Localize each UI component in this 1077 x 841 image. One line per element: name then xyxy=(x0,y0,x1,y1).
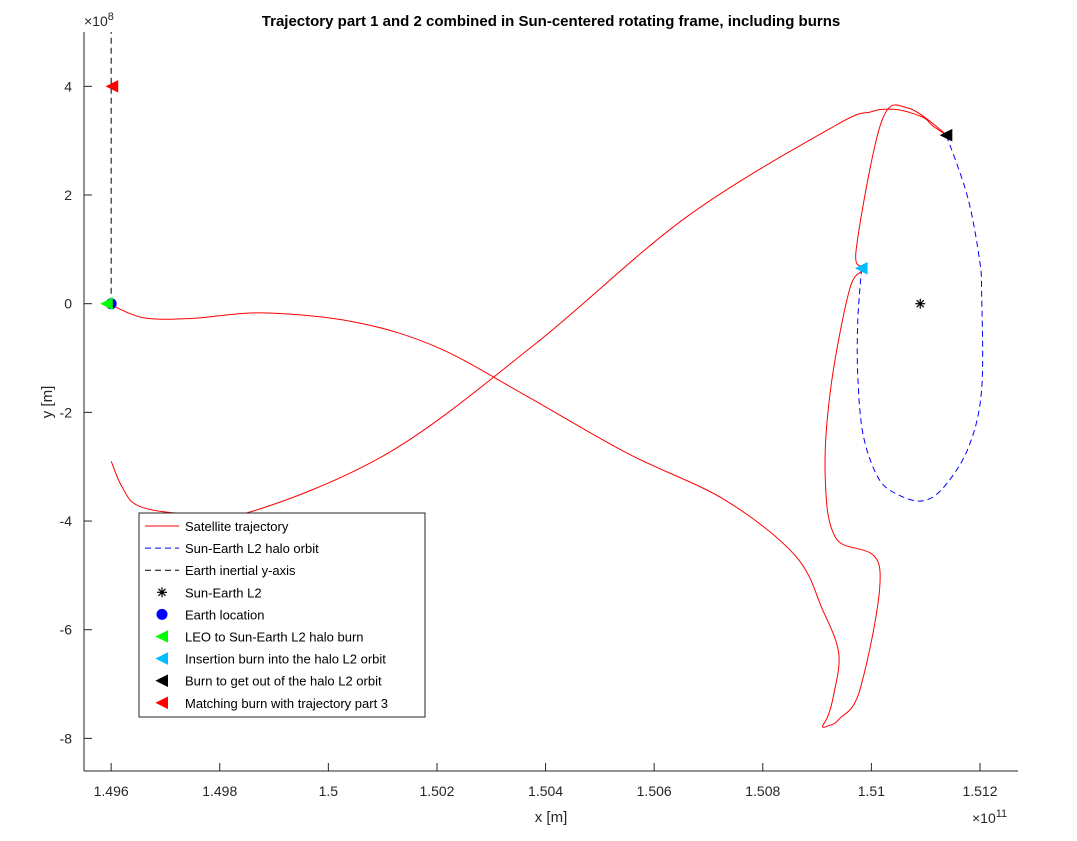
legend-label: Burn to get out of the halo L2 orbit xyxy=(185,674,382,689)
x-tick-label: 1.51 xyxy=(858,783,885,799)
y-tick-label: 4 xyxy=(64,78,72,94)
matching-burn-marker xyxy=(105,80,119,93)
x-axis-exponent: ×1011 xyxy=(972,808,1007,826)
x-tick-label: 1.512 xyxy=(962,783,997,799)
exit-halo-burn-marker xyxy=(939,128,953,142)
sun-earth-l2-marker xyxy=(915,298,926,309)
y-tick-label: 2 xyxy=(64,187,72,203)
y-tick-label: -4 xyxy=(60,513,73,529)
x-tick-label: 1.506 xyxy=(637,783,672,799)
x-tick-label: 1.498 xyxy=(202,783,237,799)
x-axis-label: x [m] xyxy=(535,809,568,826)
y-tick-label: 0 xyxy=(64,296,72,312)
y-tick-label: -8 xyxy=(60,730,73,746)
legend-label: Insertion burn into the halo L2 orbit xyxy=(185,652,386,667)
leo-halo-burn-marker xyxy=(100,297,113,311)
legend-label: Matching burn with trajectory part 3 xyxy=(185,696,388,711)
x-tick-label: 1.5 xyxy=(319,783,339,799)
legend-box xyxy=(138,512,426,718)
legend-label: Sun-Earth L2 halo orbit xyxy=(185,541,319,556)
legend-marker-swatch xyxy=(157,587,167,598)
halo-orbit-line xyxy=(856,135,984,502)
y-axis-label: y [m] xyxy=(39,386,56,419)
insertion-burn-marker xyxy=(854,262,868,275)
chart-title: Trajectory part 1 and 2 combined in Sun-… xyxy=(262,13,840,30)
x-tick-label: 1.508 xyxy=(745,783,780,799)
legend-label: Sun-Earth L2 xyxy=(185,585,262,600)
x-tick-label: 1.502 xyxy=(419,783,454,799)
legend-marker-swatch xyxy=(156,608,168,620)
x-tick-label: 1.504 xyxy=(528,783,563,799)
legend-marker-swatch xyxy=(155,630,168,643)
legend-label: Earth inertial y-axis xyxy=(185,563,296,578)
legend-label: Satellite trajectory xyxy=(185,519,289,534)
legend-marker-swatch xyxy=(155,652,168,665)
plot-area: 1.496 1.498 1.5 1.502 1.504 1.506 1.508 1.51 1.5… xyxy=(60,32,1018,799)
x-tick-label: 1.496 xyxy=(94,783,129,799)
legend-marker-swatch xyxy=(155,696,168,710)
legend-marker-swatch xyxy=(155,674,168,688)
satellite-trajectory-line xyxy=(110,104,948,728)
legend-label: Earth location xyxy=(185,607,265,622)
y-axis-exponent: ×108 xyxy=(84,11,114,29)
y-tick-label: -2 xyxy=(60,404,73,420)
legend-label: LEO to Sun-Earth L2 halo burn xyxy=(185,630,364,645)
legend: Satellite trajectory Sun-Earth L2 halo or… xyxy=(138,512,426,718)
y-tick-label: -6 xyxy=(60,622,73,638)
